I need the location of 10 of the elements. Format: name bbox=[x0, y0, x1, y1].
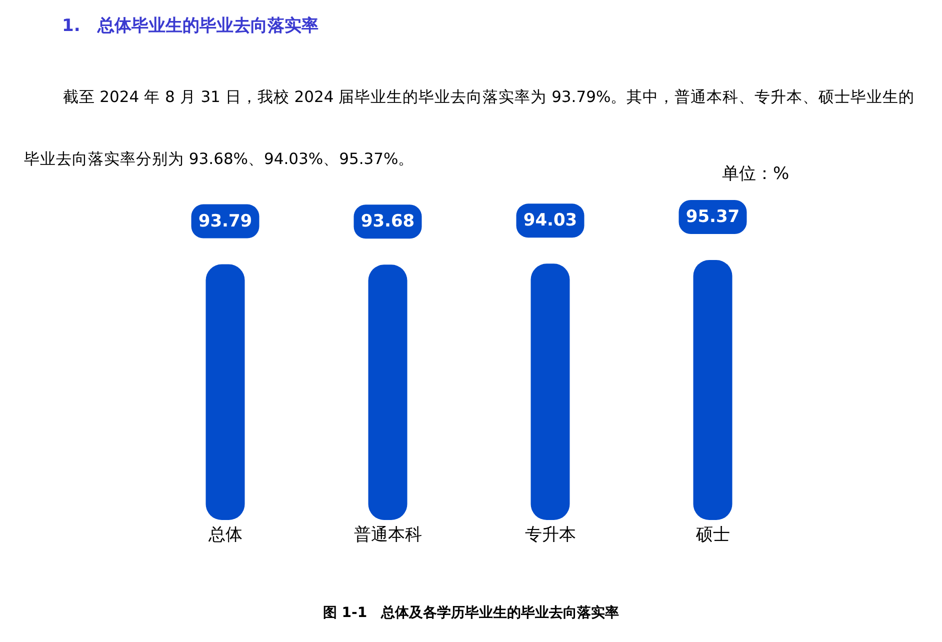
data-label: 93.68 bbox=[360, 212, 415, 232]
x-tick-label: 普通本科 bbox=[354, 525, 422, 546]
x-tick-label: 硕士 bbox=[694, 525, 730, 546]
data-label: 93.79 bbox=[198, 211, 252, 232]
data-label: 94.03 bbox=[523, 210, 578, 231]
caption: 图 1-1 总体及各学历毕业生的毕业去向落实率 bbox=[322, 604, 620, 622]
x-tick-label: 专升本 bbox=[524, 525, 576, 546]
data-label: 95.37 bbox=[686, 207, 740, 227]
chart-title: 1. 总体毕业生的毕业去向落实率 bbox=[62, 15, 318, 37]
x-tick-label: 总体 bbox=[207, 525, 242, 546]
